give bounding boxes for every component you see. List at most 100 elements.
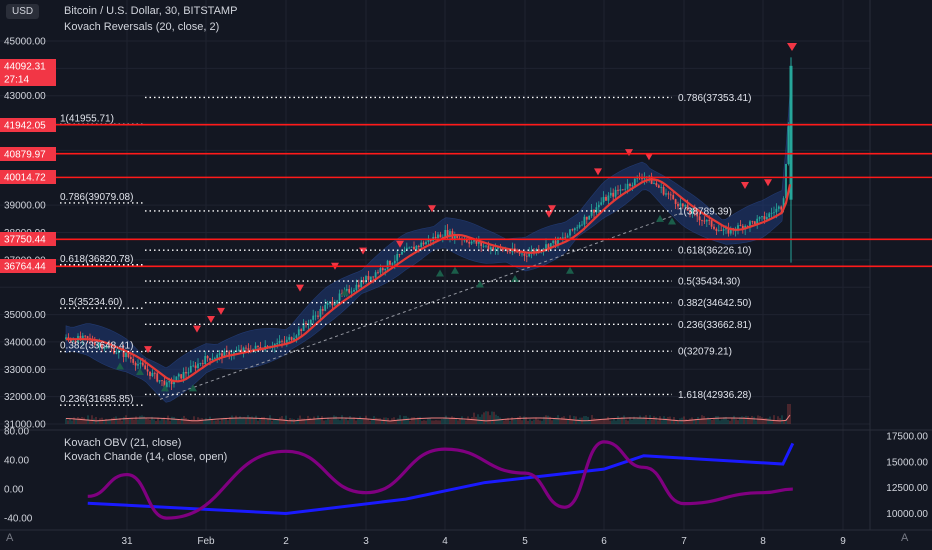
candle-body [720,230,723,232]
price-tag [0,170,56,184]
candle-body [257,345,259,348]
candle-body [297,329,300,336]
candle-body [175,376,178,382]
moving-average [66,178,792,383]
candle-body [276,343,279,345]
candle-body [199,363,202,365]
candle-body [129,356,132,360]
auto-scale-toggle-left[interactable]: A [6,532,14,544]
candle-body [324,304,327,311]
candle-body [182,372,185,379]
candle-body [425,241,427,245]
time-tick-label: 6 [601,536,607,547]
price-tick-label: 43000.00 [4,91,46,102]
candle-body [384,268,387,271]
candle-body [300,329,303,331]
candle-body [228,351,231,357]
candle-body [602,196,605,203]
candle-body [413,246,415,250]
candle-body [197,363,199,369]
time-tick-label: 9 [840,536,846,547]
candle-body [485,245,487,247]
chande-label[interactable]: Kovach Chande (14, close, open) [64,451,228,463]
candle-body [775,208,778,213]
candle-body [396,254,399,261]
candle-body [506,250,509,252]
candle-body [103,347,106,349]
candle-body [581,224,583,226]
candle-body [348,288,351,293]
candle-body [434,236,437,239]
volume-ma [65,414,791,422]
candle-body [576,227,579,229]
candle-body [381,268,384,271]
candle-body [456,234,459,239]
currency-selector[interactable]: USD [6,4,40,19]
candle-body [108,346,111,348]
sell-marker [207,316,215,324]
obv-label[interactable]: Kovach OBV (21, close) [64,437,182,449]
candle-body [470,241,473,244]
time-tick-label: 31 [121,536,133,547]
candle-body [165,382,168,388]
price-tag [0,147,56,161]
fib-label-left: 0.786(39079.08) [60,192,133,203]
candle-body [566,235,569,238]
candle-body [132,359,135,363]
buy-marker [451,266,459,274]
candle-body [393,260,396,264]
price-tags: 44092.31 27:14 41942.05 40879.97 40014.72 377… [0,59,56,273]
candle-body [578,224,581,228]
candle-body [684,205,687,207]
candle-body [187,372,190,374]
candle-body [237,349,240,351]
candle-body [321,309,324,311]
candle-body [463,239,466,241]
trendline [159,212,681,400]
candle-body [590,209,593,216]
candle-body [365,276,367,283]
candle-body [605,196,607,201]
candle-body [674,199,677,204]
candle-body [626,183,629,189]
candle-body [233,351,235,355]
candle-body [595,207,598,213]
candle-body [151,372,154,377]
candle-body [67,337,70,339]
buy-marker [116,362,124,370]
fib-label-left: 0.618(36820.78) [60,254,133,265]
reversal-markers [116,43,797,392]
candle-body [696,211,699,217]
candle-body [691,209,694,214]
candle-body [547,244,550,249]
candle-body [93,342,96,345]
price-tick-label: 32000.00 [4,392,46,403]
candle-body [213,357,216,359]
symbol-title[interactable]: Bitcoin / U.S. Dollar, 30, BITSTAMP [64,5,238,17]
candle-body [593,209,595,213]
auto-scale-toggle[interactable]: A [901,532,909,544]
candle-body [681,203,684,207]
candle-body [405,247,408,251]
candle-body [168,381,171,383]
candle-body [518,252,521,254]
candle-body [662,186,665,195]
indicator-label[interactable]: Kovach Reversals (20, close, 2) [64,21,220,33]
candle-body [305,323,307,325]
candle-body [355,284,358,290]
candle-body [221,353,223,358]
candle-body [110,347,113,349]
candle-body [317,315,319,317]
price-tag [0,59,56,73]
buy-marker [436,269,444,277]
candle-body [98,344,101,345]
price-tag-label: 37750.44 [4,235,46,246]
price-tag [0,259,56,273]
horizontal-lines[interactable] [0,123,932,268]
candle-body [84,335,87,337]
candle-body [737,225,739,231]
candle-body [170,381,173,385]
obv-tick-label: 10000.00 [886,509,928,520]
candle-body [120,350,123,352]
